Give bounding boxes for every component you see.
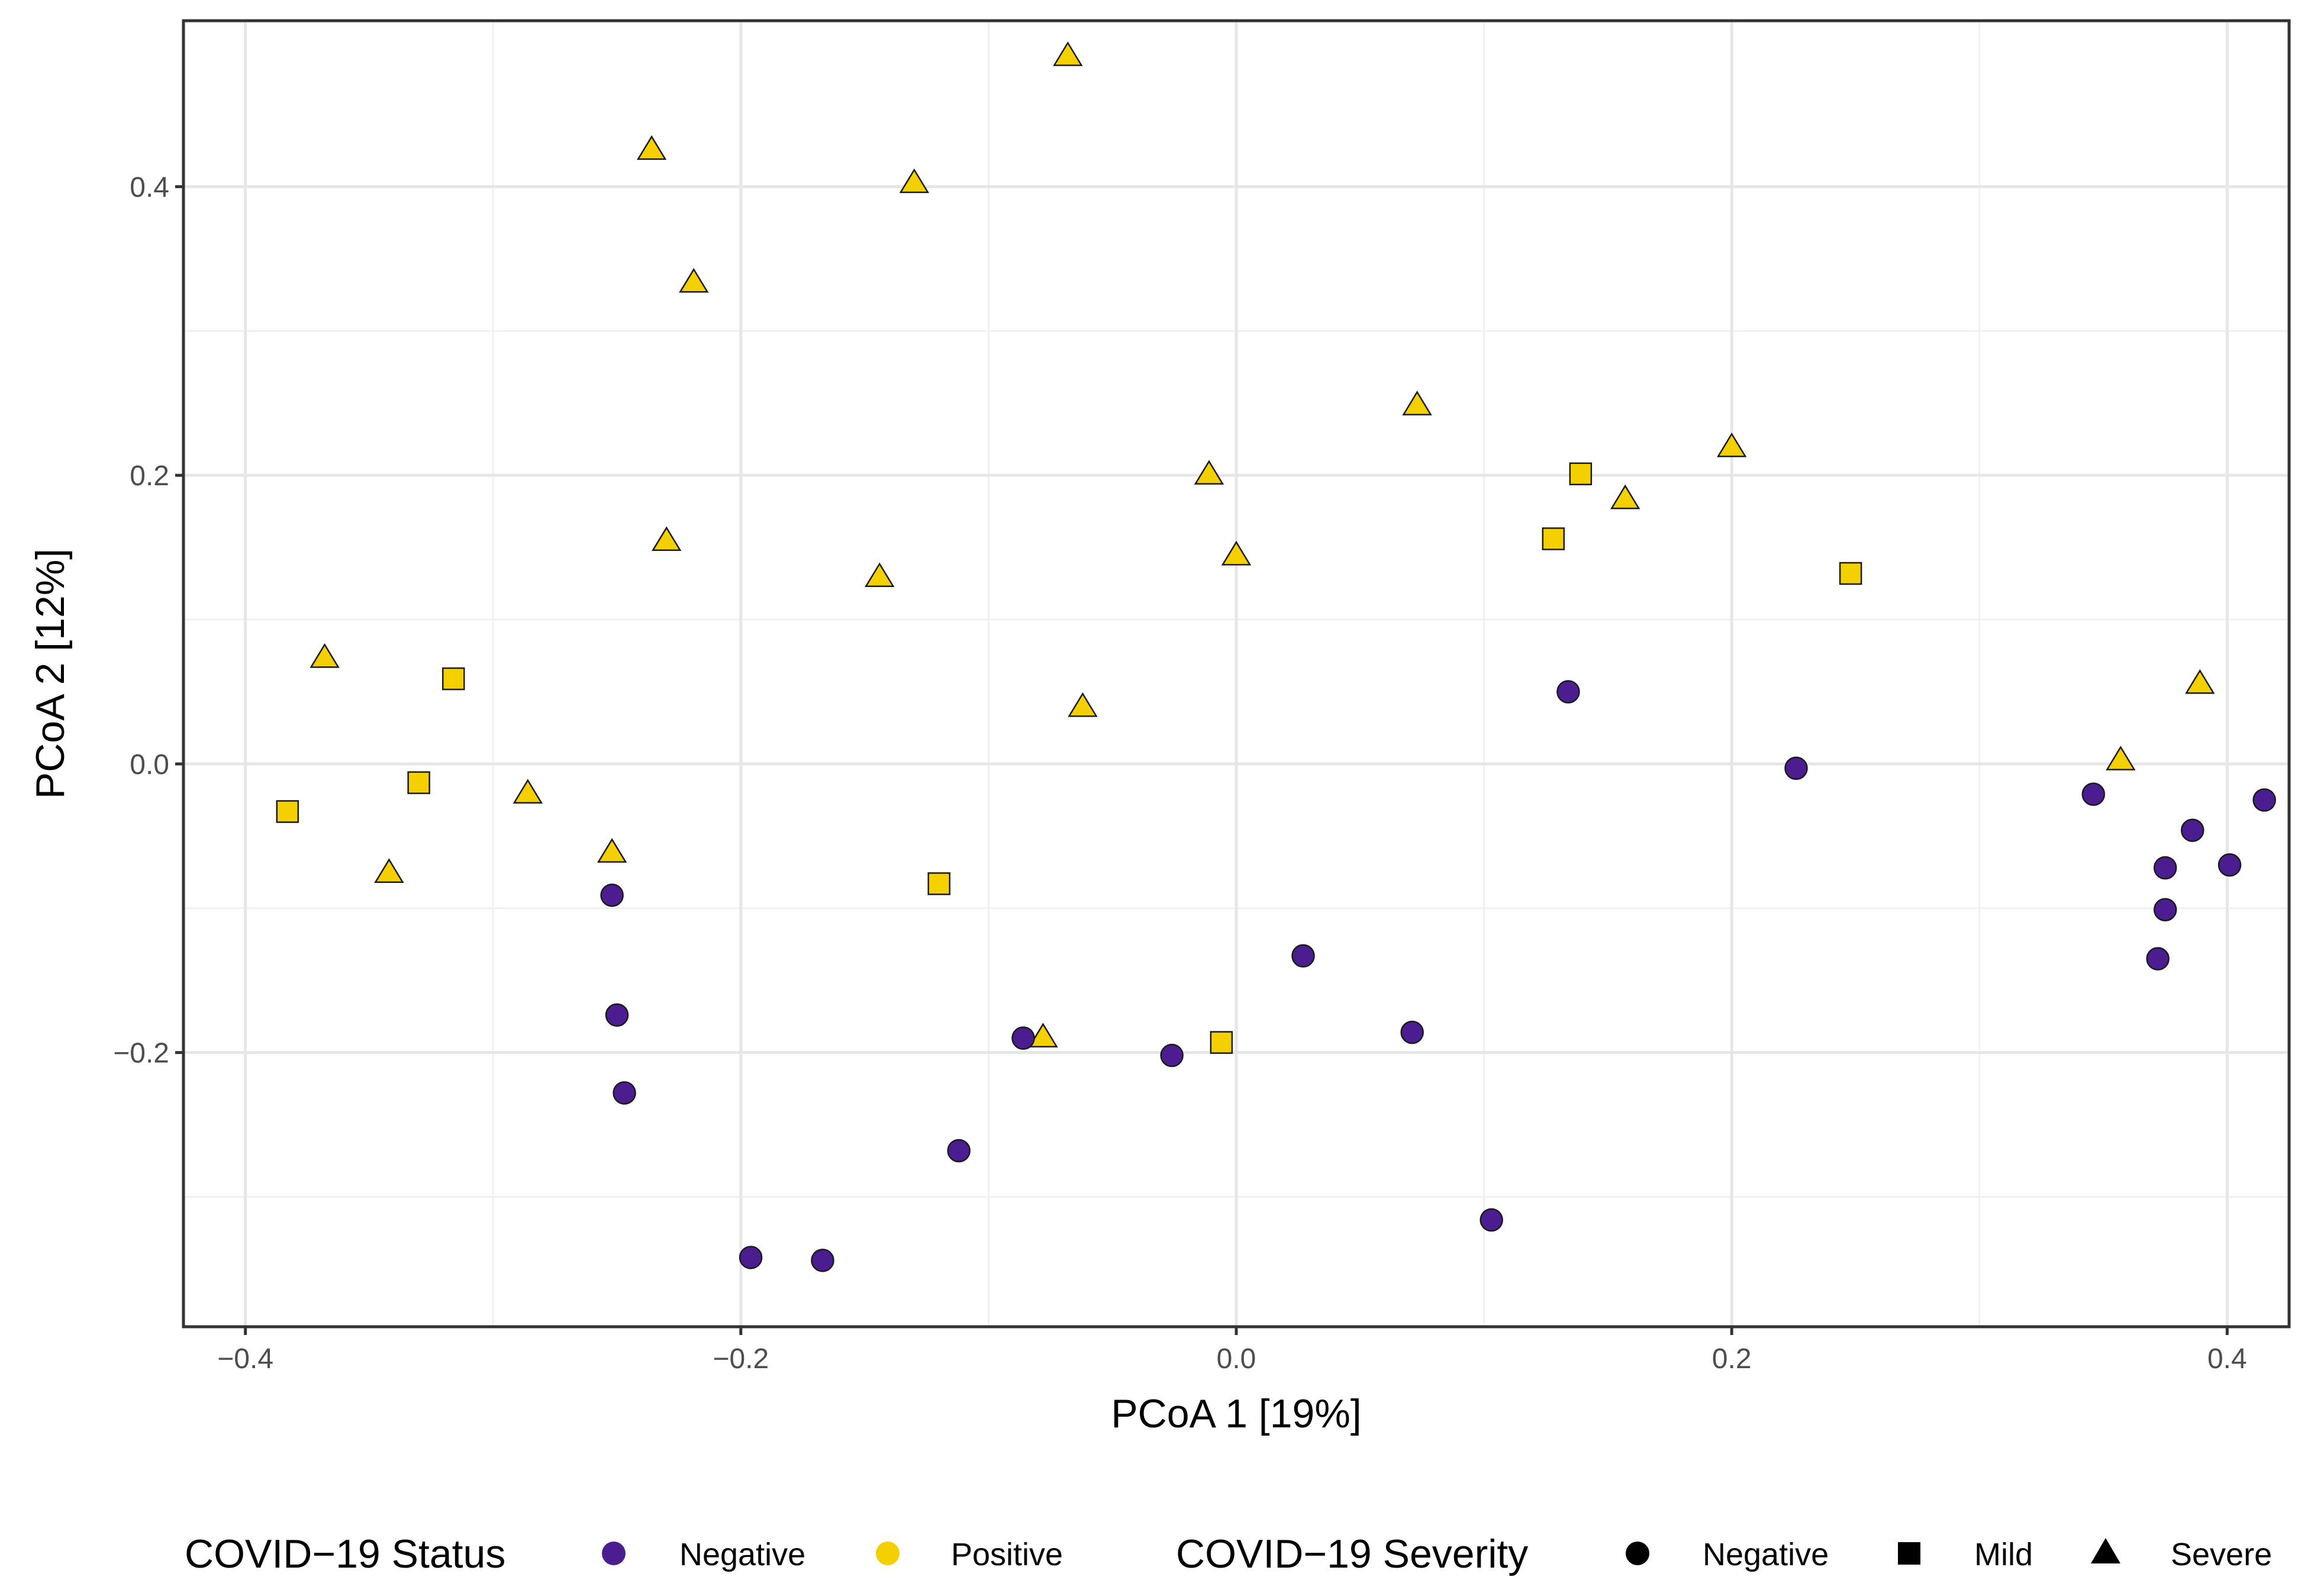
legend-label-positive: Positive — [951, 1537, 1063, 1572]
point-negative-negative — [947, 1139, 971, 1163]
point-positive-severe — [636, 135, 667, 160]
legend-status-entries: Negative Positive — [602, 1537, 1063, 1572]
point-positive-severe — [1194, 460, 1224, 485]
x-tick-label: 0.0 — [1217, 1343, 1256, 1375]
y-axis-title: PCoA 2 [12%] — [28, 549, 73, 799]
legend-severity-entries: Negative Mild Severe — [1626, 1537, 2272, 1572]
point-positive-severe — [1053, 41, 1083, 66]
y-tick-label: 0.0 — [130, 749, 169, 781]
y-tick-label: 0.2 — [130, 460, 169, 492]
legend-status-title: COVID−19 Status — [185, 1531, 505, 1576]
point-negative-negative — [613, 1081, 636, 1105]
point-positive-mild — [1210, 1031, 1233, 1054]
point-negative-negative — [605, 1003, 629, 1027]
legend-severity-title: COVID−19 Severity — [1176, 1531, 1528, 1576]
point-positive-severe — [1402, 391, 1432, 415]
point-negative-negative — [739, 1246, 763, 1269]
point-positive-severe — [1716, 432, 1747, 457]
x-tick-label: 0.4 — [2207, 1343, 2247, 1375]
point-positive-severe — [1610, 484, 1640, 510]
point-positive-mild — [1542, 527, 1565, 550]
point-negative-negative — [1011, 1026, 1035, 1050]
gridlines — [183, 21, 2289, 1327]
point-negative-negative — [2217, 853, 2242, 877]
point-positive-mild — [1839, 562, 1862, 585]
point-positive-severe — [597, 838, 627, 863]
legend-key-square — [1898, 1542, 1920, 1565]
point-negative-negative — [811, 1249, 834, 1272]
point-negative-negative — [1160, 1043, 1184, 1068]
point-negative-negative — [2181, 818, 2204, 842]
point-positive-severe — [2106, 746, 2136, 770]
point-negative-negative — [600, 884, 624, 907]
point-negative-negative — [1291, 944, 1315, 968]
y-tick-label: 0.4 — [130, 172, 169, 203]
point-negative-negative — [2146, 947, 2170, 971]
point-positive-mild — [407, 771, 430, 794]
point-positive-mild — [927, 872, 950, 895]
point-positive-severe — [310, 643, 340, 668]
point-positive-severe — [1221, 540, 1252, 566]
legend-key-positive — [876, 1542, 900, 1565]
legend-key-triangle — [2091, 1538, 2120, 1563]
point-negative-negative — [1556, 680, 1580, 704]
y-tick-label: −0.2 — [113, 1038, 169, 1069]
point-positive-severe — [652, 526, 682, 552]
point-negative-negative — [1784, 756, 1808, 780]
point-negative-negative — [2153, 898, 2177, 921]
point-positive-severe — [374, 858, 404, 883]
point-positive-severe — [1028, 1023, 1058, 1047]
legend: COVID−19 Status Negative Positive COVID−1… — [185, 1531, 2272, 1576]
point-positive-mild — [1569, 462, 1593, 485]
x-tick-label: 0.2 — [1712, 1343, 1752, 1375]
point-positive-mild — [442, 667, 465, 691]
point-positive-severe — [2185, 669, 2215, 694]
data-points — [276, 41, 2276, 1272]
axis-ticks: −0.4 −0.2 0.0 0.2 0.4 −0.2 0.0 0.2 0.4 — [113, 172, 2246, 1375]
point-negative-negative — [2252, 788, 2276, 812]
legend-label-severe: Severe — [2171, 1537, 2272, 1572]
point-negative-negative — [1480, 1208, 1503, 1232]
point-negative-negative — [1400, 1020, 1424, 1044]
point-positive-severe — [899, 168, 930, 194]
point-negative-negative — [2081, 782, 2106, 806]
legend-key-circle — [1626, 1542, 1649, 1565]
x-tick-label: −0.4 — [217, 1343, 273, 1375]
x-axis-title: PCoA 1 [19%] — [1111, 1391, 1361, 1436]
legend-label-mild: Mild — [1974, 1537, 2033, 1572]
point-positive-severe — [679, 267, 709, 293]
legend-label-negative: Negative — [679, 1537, 805, 1572]
point-positive-severe — [513, 779, 543, 804]
x-tick-label: −0.2 — [713, 1343, 769, 1375]
point-negative-negative — [2153, 856, 2177, 880]
point-positive-severe — [1068, 692, 1098, 717]
point-positive-severe — [865, 562, 895, 588]
legend-key-negative — [602, 1542, 626, 1565]
point-positive-mild — [276, 800, 299, 823]
legend-label-negative: Negative — [1703, 1537, 1829, 1572]
